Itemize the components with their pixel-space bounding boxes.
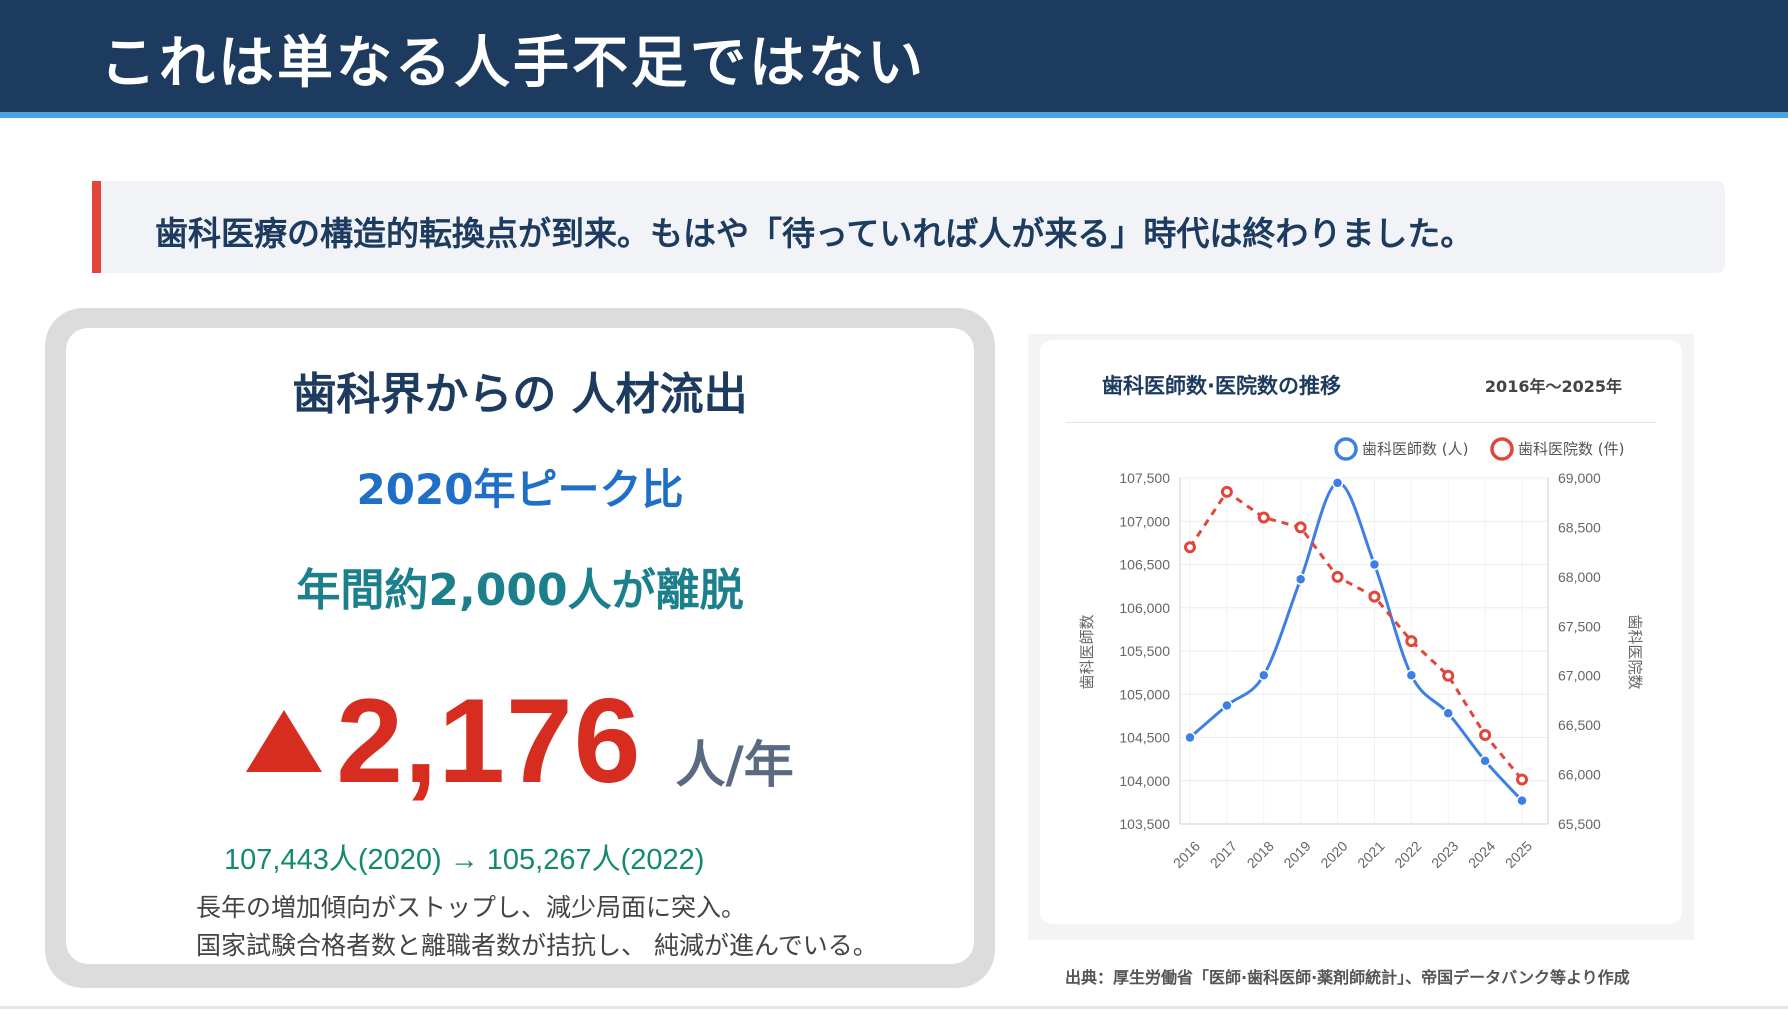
x-tick-label: 2025 bbox=[1502, 838, 1535, 871]
y-left-tick-label: 103,500 bbox=[1119, 816, 1170, 832]
y-left-tick-label: 107,000 bbox=[1119, 513, 1170, 529]
chart-range-label: 2016年〜2025年 bbox=[1484, 377, 1622, 396]
data-point-clinics bbox=[1220, 485, 1233, 498]
x-tick-label: 2022 bbox=[1391, 838, 1424, 871]
y-right-axis-title: 歯科医院数 bbox=[1626, 614, 1644, 689]
stat-heading: 歯科界からの 人材流出 bbox=[292, 369, 748, 420]
stat-unit: 人/年 bbox=[675, 736, 794, 794]
y-left-tick-label: 106,000 bbox=[1119, 600, 1170, 616]
page-title: これは単なる人手不足ではない bbox=[100, 31, 926, 96]
data-point-dentists bbox=[1479, 755, 1491, 767]
legend-marker-clinics bbox=[1490, 437, 1514, 461]
y-right-tick-label: 66,000 bbox=[1558, 767, 1601, 783]
y-left-tick-label: 104,500 bbox=[1119, 730, 1170, 746]
data-point-clinics bbox=[1294, 521, 1307, 534]
chart-title: 歯科医師数·医院数の推移 bbox=[1102, 374, 1341, 398]
stat-note-1: 長年の増加傾向がストップし、減少局面に突入。 bbox=[196, 893, 747, 922]
y-left-tick-label: 105,000 bbox=[1119, 686, 1170, 702]
y-left-tick-label: 104,000 bbox=[1119, 773, 1170, 789]
data-point-dentists bbox=[1405, 669, 1418, 681]
data-point-dentists bbox=[1331, 477, 1344, 489]
y-right-tick-label: 66,500 bbox=[1558, 717, 1601, 733]
data-point-clinics bbox=[1442, 669, 1455, 682]
x-tick-label: 2021 bbox=[1354, 838, 1387, 871]
stat-summary: 年間約2,000人が離脱 bbox=[296, 565, 744, 616]
data-point-dentists bbox=[1294, 573, 1307, 585]
data-point-dentists bbox=[1184, 731, 1196, 744]
series-line-dentists bbox=[1189, 481, 1524, 802]
stat-card-inner: 歯科界からの 人材流出 2020年ピーク比 年間約2,000人が離脱 2,176… bbox=[66, 328, 974, 964]
data-point-clinics bbox=[1368, 590, 1381, 603]
y-left-tick-label: 105,500 bbox=[1119, 643, 1170, 659]
stat-range: 107,443人(2020) → 105,267人(2022) bbox=[224, 844, 705, 876]
chart-card: 歯科医師数·医院数の推移 2016年〜2025年 103,500 104,000 1… bbox=[1040, 340, 1682, 924]
data-point-clinics bbox=[1257, 511, 1270, 524]
x-tick-label: 2024 bbox=[1465, 838, 1498, 871]
data-point-clinics bbox=[1184, 541, 1196, 554]
x-tick-label: 2019 bbox=[1280, 838, 1313, 871]
stat-card: 歯科界からの 人材流出 2020年ピーク比 年間約2,000人が離脱 2,176… bbox=[45, 308, 995, 988]
data-point-clinics bbox=[1405, 635, 1418, 648]
data-point-dentists bbox=[1258, 669, 1270, 681]
y-right-tick-label: 69,000 bbox=[1558, 470, 1601, 486]
data-point-clinics bbox=[1516, 773, 1528, 786]
legend-label-dentists: 歯科医師数 (人) bbox=[1362, 440, 1468, 458]
data-point-dentists bbox=[1368, 558, 1381, 571]
line-chart: 103,500 104,000 104,500 105,000 105,500 106,0… bbox=[1078, 437, 1644, 871]
stat-big-value-row: 2,176 人/年 bbox=[66, 672, 974, 810]
x-tick-label: 2017 bbox=[1207, 838, 1240, 871]
data-point-clinics bbox=[1479, 729, 1492, 742]
callout-text: 歯科医療の構造的転換点が到来。もはや「待っていれば人が来る」時代は終わりました。 bbox=[155, 214, 1474, 253]
stat-big-number: 2,176 bbox=[336, 674, 642, 808]
stat-note-2: 国家試験合格者数と離職者数が拮抗し、 純減が進んでいる。 bbox=[196, 931, 878, 960]
callout-box: 歯科医療の構造的転換点が到来。もはや「待っていれば人が来る」時代は終わりました。 bbox=[92, 181, 1725, 273]
x-tick-label: 2016 bbox=[1170, 838, 1203, 871]
chart-panel: 歯科医師数·医院数の推移 2016年〜2025年 103,500 104,000 1… bbox=[1028, 334, 1694, 940]
source-note: 出典：厚生労働省「医師·歯科医師·薬剤師統計」、帝国データバンク等より作成 bbox=[1065, 968, 1630, 987]
legend-label-clinics: 歯科医院数 (件) bbox=[1518, 440, 1624, 458]
data-point-dentists bbox=[1516, 794, 1528, 807]
series-line-clinics bbox=[1188, 489, 1524, 781]
x-tick-label: 2018 bbox=[1244, 838, 1277, 871]
header-bar: これは単なる人手不足ではない bbox=[0, 0, 1788, 118]
decrease-triangle-icon bbox=[246, 710, 323, 772]
y-right-tick-label: 67,000 bbox=[1558, 668, 1601, 684]
y-right-tick-label: 65,500 bbox=[1558, 816, 1601, 832]
y-right-tick-label: 67,500 bbox=[1558, 618, 1601, 634]
data-point-clinics bbox=[1331, 570, 1344, 583]
x-tick-label: 2023 bbox=[1428, 838, 1461, 871]
x-tick-label: 2020 bbox=[1317, 838, 1350, 871]
data-point-dentists bbox=[1221, 699, 1233, 712]
y-left-tick-label: 107,500 bbox=[1119, 470, 1170, 486]
legend-marker-dentists bbox=[1334, 437, 1358, 461]
y-right-tick-label: 68,500 bbox=[1558, 519, 1601, 535]
stat-comparison-label: 2020年ピーク比 bbox=[356, 465, 684, 514]
bottom-divider bbox=[0, 1006, 1788, 1009]
y-left-axis-title: 歯科医師数 bbox=[1078, 614, 1096, 689]
y-right-tick-label: 68,000 bbox=[1558, 569, 1601, 585]
y-left-tick-label: 106,500 bbox=[1119, 557, 1170, 573]
data-point-dentists bbox=[1442, 707, 1454, 720]
chart-divider bbox=[1066, 422, 1656, 423]
